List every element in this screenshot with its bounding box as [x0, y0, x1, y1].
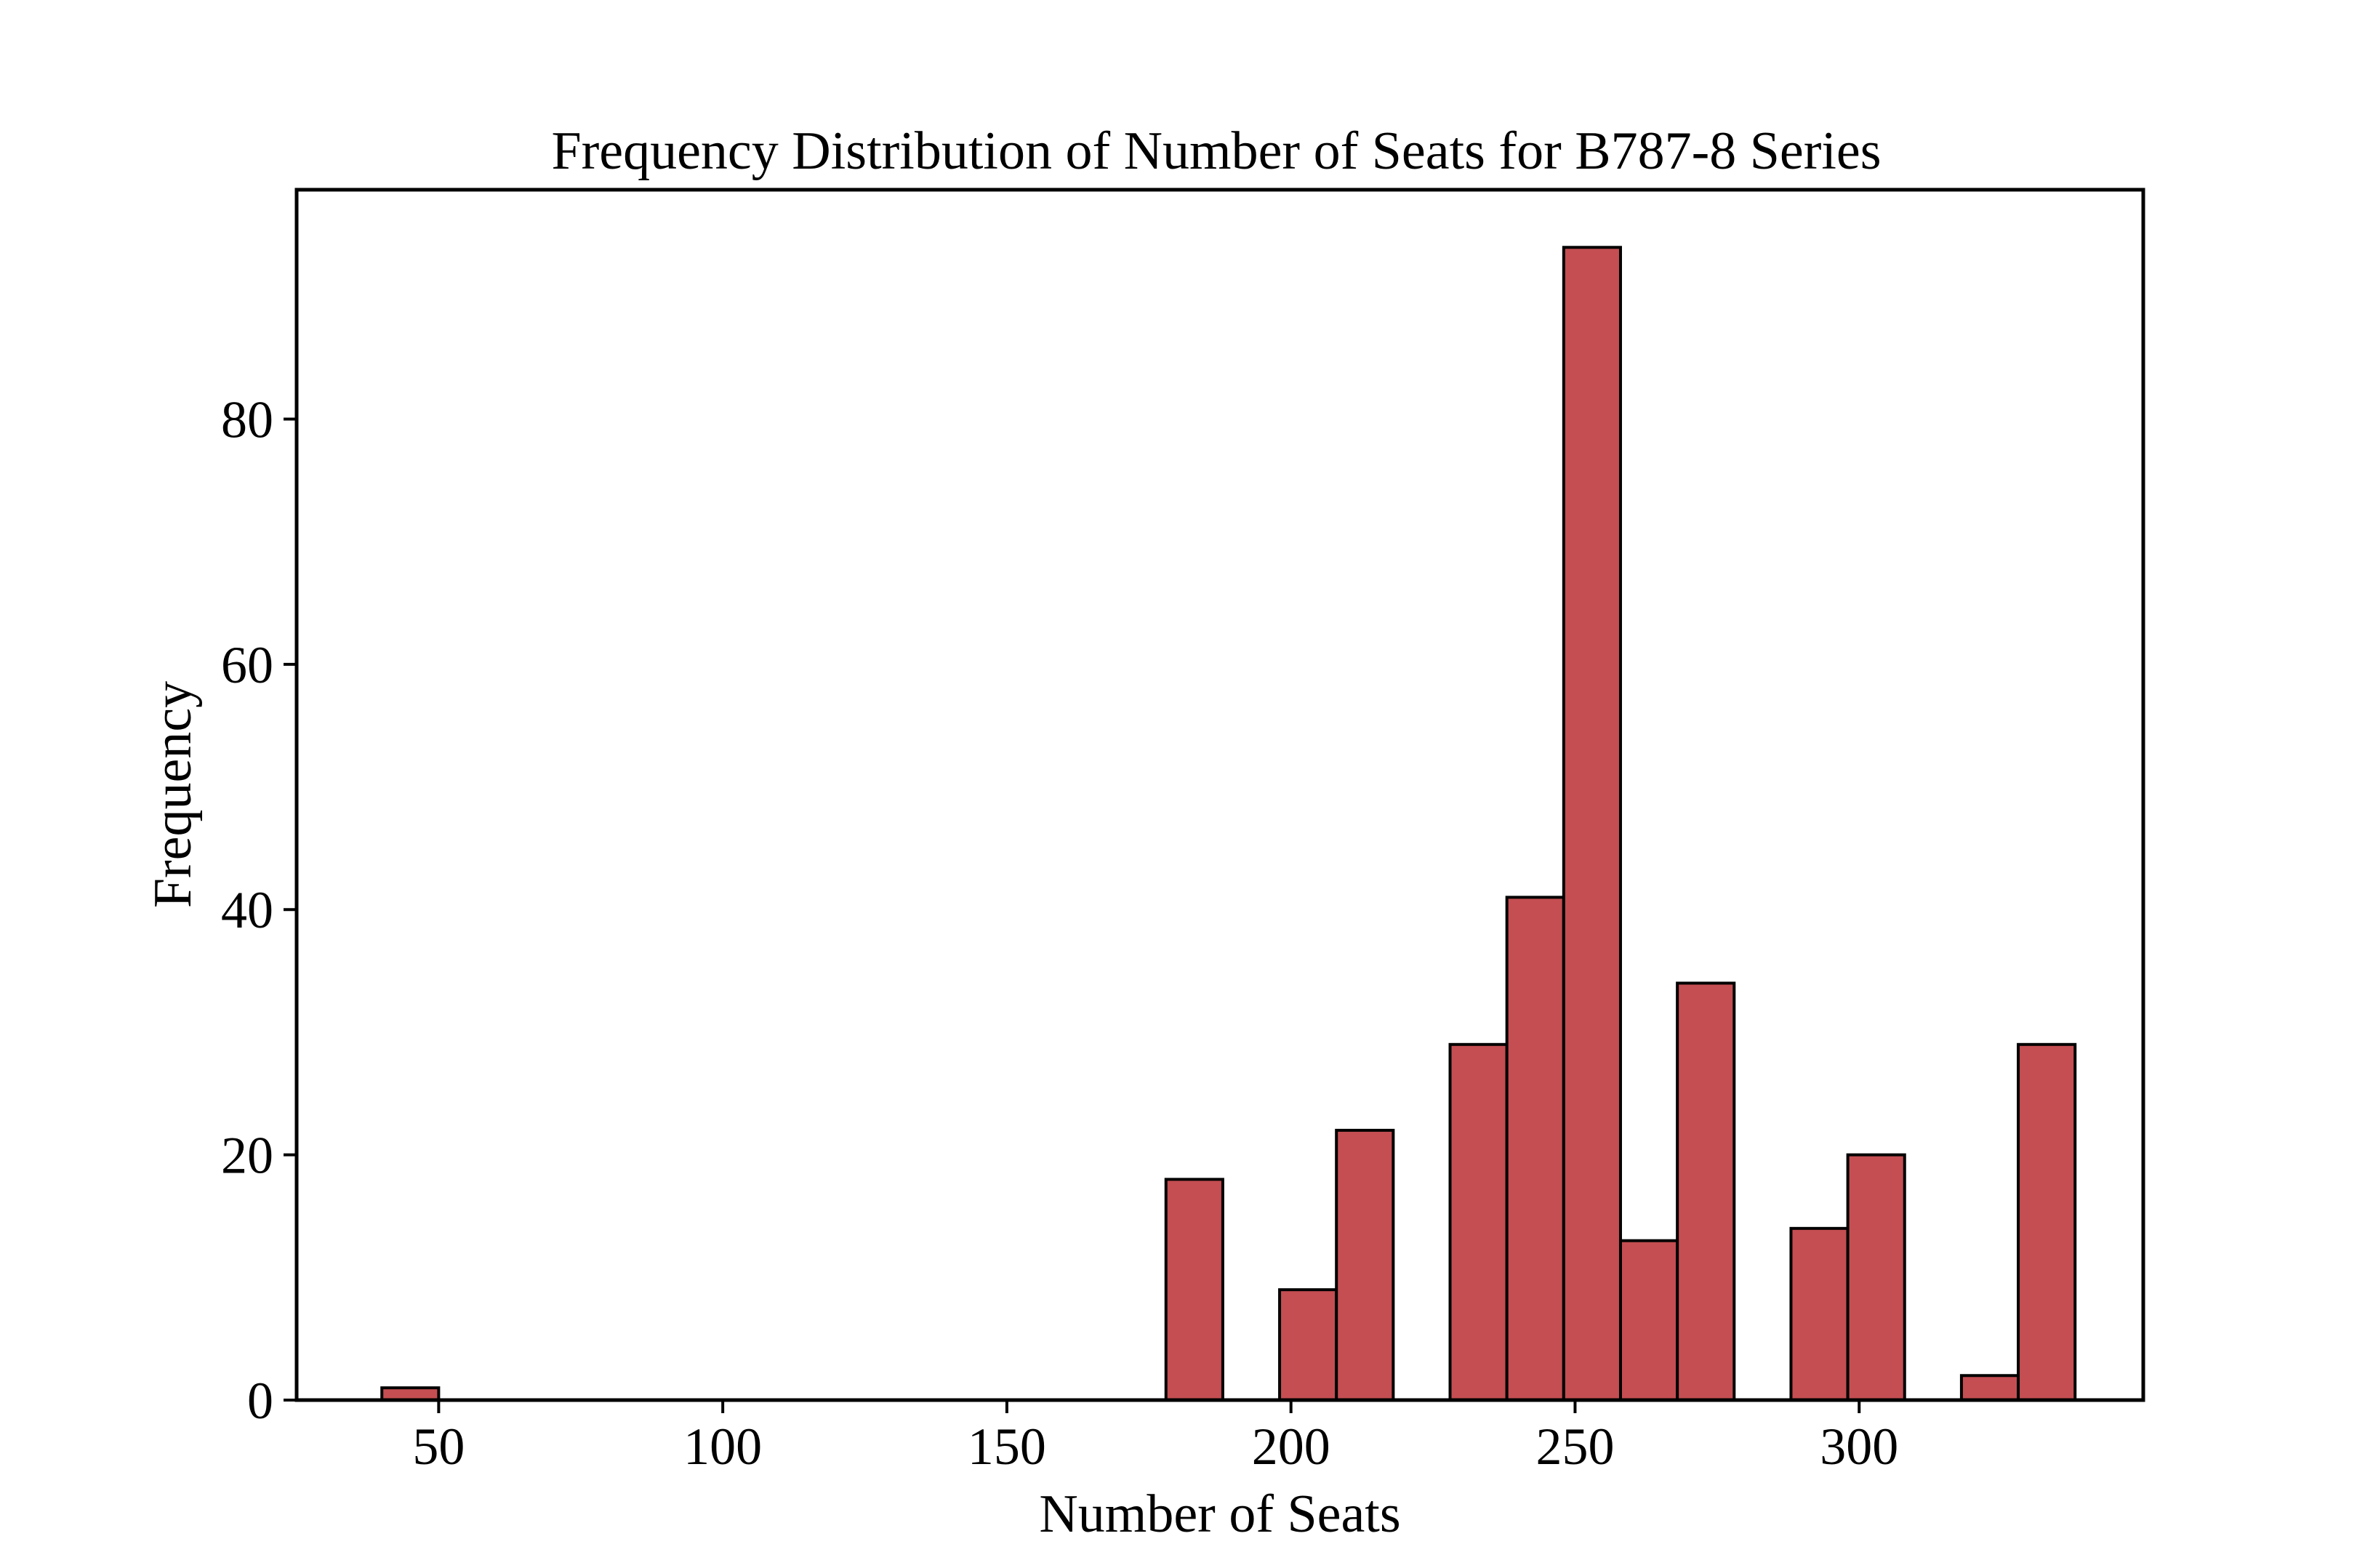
- x-tick-label-250: 250: [1535, 1418, 1614, 1476]
- histogram-bar-9: [1789, 1226, 1850, 1402]
- histogram-bar-4: [1448, 1042, 1509, 1402]
- plot-area-frame: [294, 188, 2145, 1402]
- histogram-bar-0: [380, 1386, 441, 1402]
- y-tick-label-0: 0: [247, 1372, 273, 1430]
- histogram-bar-5: [1505, 896, 1565, 1402]
- histogram-bar-3: [1335, 1128, 1395, 1402]
- histogram-bar-1: [1164, 1178, 1224, 1402]
- x-axis-ticks: 50 100 150 200 250 300: [412, 1400, 1898, 1476]
- histogram-bar-6: [1562, 246, 1622, 1402]
- y-tick-label-20: 20: [221, 1127, 273, 1185]
- y-tick-label-40: 40: [221, 881, 273, 939]
- histogram-bar-2: [1278, 1288, 1338, 1402]
- histogram-bar-8: [1676, 981, 1736, 1402]
- x-tick-label-150: 150: [968, 1418, 1046, 1476]
- y-axis-label: Frequency: [143, 681, 203, 908]
- chart-title: Frequency Distribution of Number of Seat…: [551, 121, 1881, 181]
- y-axis-ticks: 0 20 40 60 80: [221, 390, 297, 1430]
- histogram-bar-12: [2017, 1042, 2077, 1402]
- histogram-bar-7: [1618, 1239, 1679, 1402]
- histogram-bar-10: [1846, 1153, 1906, 1402]
- y-tick-label-80: 80: [221, 390, 273, 449]
- bars-group: [380, 246, 2077, 1402]
- y-tick-label-60: 60: [221, 636, 273, 694]
- x-tick-label-200: 200: [1252, 1418, 1330, 1476]
- histogram-bar-11: [1959, 1374, 2020, 1402]
- x-axis-label: Number of Seats: [1039, 1484, 1400, 1544]
- x-tick-label-300: 300: [1820, 1418, 1898, 1476]
- x-tick-label-50: 50: [412, 1418, 465, 1476]
- x-tick-label-100: 100: [683, 1418, 762, 1476]
